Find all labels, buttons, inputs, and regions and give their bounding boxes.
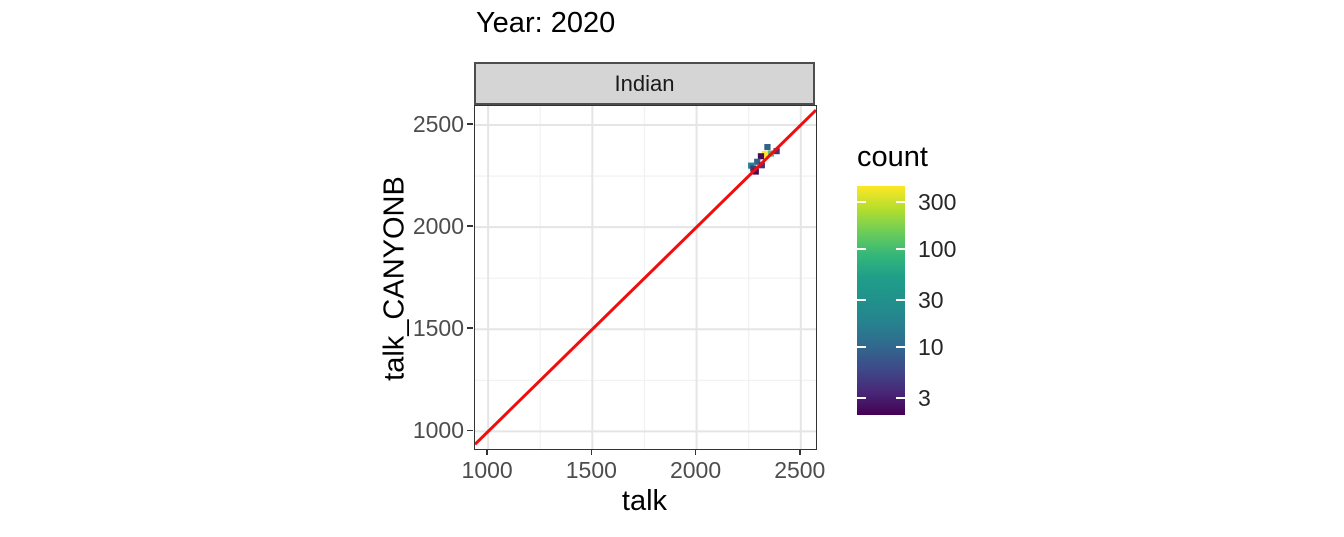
colorbar-tick bbox=[857, 247, 866, 250]
x-axis-tick bbox=[486, 449, 488, 455]
facet-strip-label: Indian bbox=[614, 70, 675, 96]
colorbar-tick bbox=[896, 247, 905, 250]
y-axis-tick-label: 1000 bbox=[412, 417, 464, 444]
colorbar-tick bbox=[857, 345, 866, 348]
data-tile bbox=[764, 143, 771, 151]
data-tile bbox=[773, 148, 780, 155]
data-tile bbox=[757, 153, 765, 160]
x-axis-tick bbox=[590, 449, 593, 455]
data-tile bbox=[752, 168, 759, 175]
legend-colorbar bbox=[857, 186, 905, 415]
data-tile bbox=[750, 165, 757, 172]
legend-tick-label: 3 bbox=[918, 384, 931, 411]
y-axis-tick-label: 2000 bbox=[412, 213, 464, 240]
y-axis-tick-label: 2500 bbox=[412, 110, 464, 137]
x-axis-tick bbox=[694, 449, 697, 455]
legend-tick-label: 300 bbox=[918, 188, 957, 215]
plot-title: Year: 2020 bbox=[476, 7, 616, 39]
identity-line bbox=[475, 109, 816, 446]
x-axis-tick-label: 2000 bbox=[669, 457, 722, 483]
legend-tick-label: 100 bbox=[918, 235, 957, 262]
legend-tick-label: 10 bbox=[918, 333, 944, 360]
legend-title: count bbox=[857, 141, 928, 173]
y-axis-title: talk_CANYONB bbox=[378, 176, 411, 381]
colorbar-tick bbox=[896, 396, 905, 399]
x-axis-tick bbox=[798, 449, 801, 455]
colorbar-tick bbox=[896, 298, 905, 301]
y-axis-tick bbox=[467, 429, 473, 432]
x-axis-tick-label: 1000 bbox=[461, 457, 513, 483]
facet-strip: Indian bbox=[474, 62, 815, 105]
data-tile bbox=[761, 150, 769, 158]
data-tile bbox=[754, 158, 761, 165]
y-axis-tick bbox=[467, 327, 473, 330]
x-axis-title: talk bbox=[621, 485, 668, 517]
colorbar-tick bbox=[857, 200, 866, 203]
colorbar-tick bbox=[896, 345, 905, 348]
plot-panel bbox=[474, 105, 817, 450]
colorbar-tick bbox=[857, 298, 866, 301]
colorbar-tick bbox=[896, 200, 905, 203]
y-axis-tick bbox=[467, 225, 473, 227]
legend-tick-label: 30 bbox=[918, 286, 944, 313]
y-axis-tick bbox=[467, 123, 473, 125]
x-axis-tick-label: 1500 bbox=[565, 457, 617, 483]
y-axis-tick-label: 1500 bbox=[412, 315, 464, 342]
colorbar-tick bbox=[857, 396, 866, 399]
panel-plot-area bbox=[475, 106, 816, 449]
x-axis-tick-label: 2500 bbox=[774, 457, 826, 483]
